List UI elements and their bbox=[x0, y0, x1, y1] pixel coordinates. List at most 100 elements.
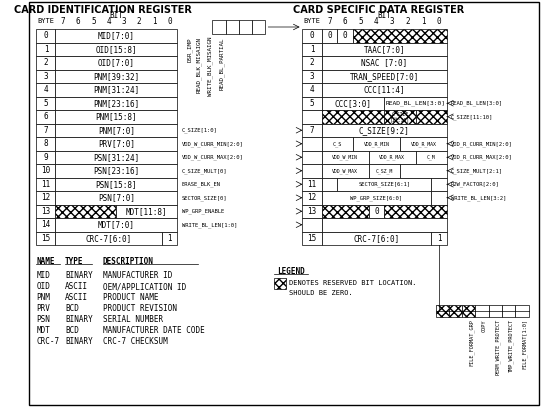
Bar bbox=[489, 305, 502, 317]
Bar bbox=[321, 137, 353, 151]
Text: 12: 12 bbox=[307, 193, 316, 202]
Text: OID[7:0]: OID[7:0] bbox=[98, 58, 135, 67]
Text: VDD_R_MAX: VDD_R_MAX bbox=[379, 154, 405, 160]
Text: 6: 6 bbox=[342, 17, 347, 26]
Bar bbox=[36, 177, 55, 191]
Text: VDD_R_CURR_MIN[2:0]: VDD_R_CURR_MIN[2:0] bbox=[451, 141, 512, 147]
Text: SHOULD BE ZERO.: SHOULD BE ZERO. bbox=[289, 290, 353, 296]
Text: MID[7:0]: MID[7:0] bbox=[98, 31, 135, 40]
Bar bbox=[321, 70, 447, 83]
Bar bbox=[36, 83, 55, 96]
Text: 1: 1 bbox=[44, 45, 48, 54]
Text: 1: 1 bbox=[309, 45, 314, 54]
Text: PNM[7:0]: PNM[7:0] bbox=[98, 126, 135, 135]
Text: CCC[3:0]: CCC[3:0] bbox=[334, 99, 371, 108]
Text: OID[15:8]: OID[15:8] bbox=[95, 45, 137, 54]
Bar bbox=[368, 204, 384, 218]
Bar bbox=[274, 278, 286, 289]
Bar bbox=[36, 42, 55, 56]
Text: CARD SPECIFIC DATA REGISTER: CARD SPECIFIC DATA REGISTER bbox=[293, 5, 464, 15]
Bar bbox=[212, 20, 226, 34]
Bar bbox=[431, 191, 447, 204]
Text: 0: 0 bbox=[327, 31, 332, 40]
Bar bbox=[302, 204, 321, 218]
Text: 7: 7 bbox=[61, 17, 65, 26]
Text: 11: 11 bbox=[41, 180, 50, 189]
Bar bbox=[436, 305, 449, 317]
Text: 13: 13 bbox=[307, 207, 316, 216]
Text: TAAC[7:0]: TAAC[7:0] bbox=[364, 45, 405, 54]
Bar bbox=[162, 232, 177, 245]
Text: DSR_IMP: DSR_IMP bbox=[187, 37, 192, 61]
Bar bbox=[36, 110, 55, 123]
Bar bbox=[55, 70, 177, 83]
Text: DENOTES RESERVED BIT LOCATION.: DENOTES RESERVED BIT LOCATION. bbox=[289, 280, 417, 286]
Text: 6: 6 bbox=[76, 17, 81, 26]
Text: CRC-7[6:0]: CRC-7[6:0] bbox=[85, 234, 132, 243]
Text: 2: 2 bbox=[405, 17, 410, 26]
Text: NAME: NAME bbox=[36, 257, 55, 266]
Text: 1: 1 bbox=[421, 17, 426, 26]
Text: SECTOR_SIZE[6:1]: SECTOR_SIZE[6:1] bbox=[358, 182, 410, 187]
Text: SERIAL NUMBER: SERIAL NUMBER bbox=[103, 315, 163, 324]
Text: TMP_WRITE_PROTECT: TMP_WRITE_PROTECT bbox=[509, 319, 514, 372]
Text: 2: 2 bbox=[137, 17, 141, 26]
Bar bbox=[302, 96, 321, 110]
Bar bbox=[516, 305, 529, 317]
Text: 11: 11 bbox=[307, 180, 316, 189]
Text: PRODUCT NAME: PRODUCT NAME bbox=[103, 293, 159, 302]
Bar bbox=[55, 96, 177, 110]
Bar bbox=[449, 305, 462, 317]
Text: PSN[23:16]: PSN[23:16] bbox=[93, 166, 140, 175]
Text: 4: 4 bbox=[107, 17, 111, 26]
Bar bbox=[384, 110, 415, 123]
Bar bbox=[321, 151, 368, 164]
Text: BINARY: BINARY bbox=[65, 271, 93, 280]
Bar bbox=[302, 191, 321, 204]
Text: READ_BLK_MISAIGN: READ_BLK_MISAIGN bbox=[196, 37, 202, 93]
Text: DESCRIPTION: DESCRIPTION bbox=[103, 257, 154, 266]
Text: BIT: BIT bbox=[377, 11, 391, 20]
Text: PRODUCT REVISION: PRODUCT REVISION bbox=[103, 304, 177, 313]
Bar bbox=[36, 123, 55, 137]
Bar bbox=[36, 56, 55, 70]
Text: PSN[15:8]: PSN[15:8] bbox=[95, 180, 137, 189]
Text: ASCII: ASCII bbox=[65, 282, 88, 291]
Text: PNM[39:32]: PNM[39:32] bbox=[93, 72, 140, 81]
Bar bbox=[55, 232, 162, 245]
Text: 5: 5 bbox=[91, 17, 96, 26]
Text: C_S: C_S bbox=[333, 141, 342, 147]
Bar bbox=[302, 137, 321, 151]
Text: CARD IDENTIFICATION REGISTER: CARD IDENTIFICATION REGISTER bbox=[14, 5, 192, 15]
Text: 6: 6 bbox=[44, 112, 48, 121]
Bar bbox=[353, 137, 400, 151]
Text: BINARY: BINARY bbox=[65, 315, 93, 324]
Text: FILE_FORMAT[1:0]: FILE_FORMAT[1:0] bbox=[522, 319, 527, 369]
Text: MID: MID bbox=[36, 271, 50, 280]
Bar bbox=[321, 191, 431, 204]
Text: 0: 0 bbox=[309, 31, 314, 40]
Text: 10: 10 bbox=[41, 166, 50, 175]
Text: 2: 2 bbox=[44, 58, 48, 67]
Text: C_SIZE
[11:10]: C_SIZE [11:10] bbox=[390, 111, 410, 123]
Text: PSN[7:0]: PSN[7:0] bbox=[98, 193, 135, 202]
Text: BYTE: BYTE bbox=[37, 18, 55, 24]
Text: PNM[31:24]: PNM[31:24] bbox=[93, 85, 140, 94]
Text: BCD: BCD bbox=[65, 326, 79, 335]
Bar bbox=[55, 204, 116, 218]
Bar bbox=[36, 96, 55, 110]
Bar bbox=[321, 110, 384, 123]
Bar bbox=[337, 177, 431, 191]
Bar bbox=[302, 232, 321, 245]
Text: PNM[15:8]: PNM[15:8] bbox=[95, 112, 137, 121]
Text: 3: 3 bbox=[390, 17, 394, 26]
Text: 3: 3 bbox=[309, 72, 314, 81]
Bar bbox=[55, 29, 177, 42]
Text: WP_GRP_ENABLE: WP_GRP_ENABLE bbox=[182, 208, 224, 214]
Bar bbox=[302, 110, 321, 123]
Text: 14: 14 bbox=[41, 220, 50, 229]
Bar bbox=[384, 204, 447, 218]
Text: CRC-7: CRC-7 bbox=[36, 337, 60, 346]
Bar bbox=[368, 151, 415, 164]
Text: NSAC [7:0]: NSAC [7:0] bbox=[361, 58, 407, 67]
